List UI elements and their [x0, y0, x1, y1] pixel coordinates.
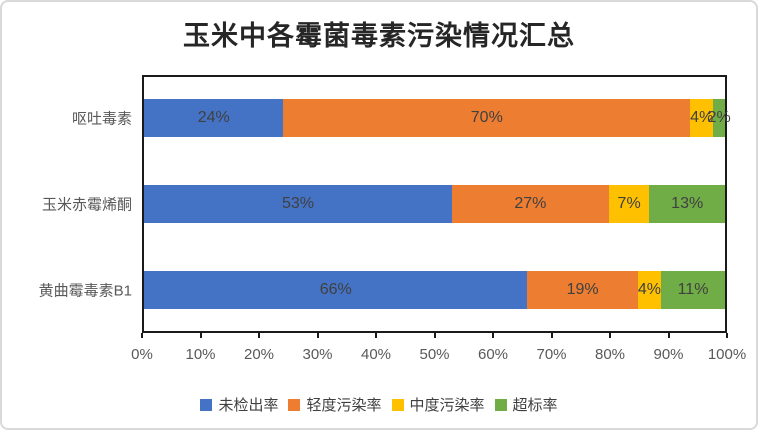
bar-segment: 19% [527, 271, 638, 309]
x-tick-label: 90% [653, 346, 684, 363]
legend-label: 未检出率 [218, 397, 279, 414]
data-label: 27% [514, 195, 547, 212]
bar-segment: 7% [608, 185, 650, 223]
data-label: 7% [617, 195, 641, 212]
axis-tick [433, 333, 436, 338]
category-label: 呕吐毒素 [71, 110, 132, 128]
plot-area: 24% 70% 4% 2% 53% 27% 7% 13% 66% 19% 4% 11% [142, 75, 731, 333]
category-label: 黄曲霉毒素B1 [38, 282, 132, 300]
data-label: 4% [690, 109, 714, 126]
legend-item: 中度污染率 [391, 394, 485, 415]
x-tick-label: 40% [360, 346, 392, 363]
bar-row: 53% 27% 7% 13% [144, 185, 725, 223]
axis-tick [667, 333, 670, 338]
data-label: 53% [281, 195, 314, 212]
legend-label: 轻度污染率 [306, 397, 382, 414]
axis-tick [609, 333, 611, 338]
axis-tick [199, 333, 202, 338]
x-tick-label: 80% [594, 346, 626, 363]
legend-label: 超标率 [512, 397, 558, 414]
axis-tick [492, 333, 494, 338]
bar-segment: 70% [283, 99, 691, 137]
legend-item: 轻度污染率 [288, 394, 382, 415]
bar-segment: 27% [451, 185, 609, 223]
bar-segment: 66% [144, 271, 528, 309]
x-tick-label: 60% [477, 346, 509, 363]
bar-segment: 2% [708, 99, 731, 137]
bar-segment: 53% [144, 185, 452, 223]
legend-item: 未检出率 [200, 394, 278, 415]
x-tick-label: 50% [419, 346, 450, 363]
legend: 未检出率 轻度污染率 中度污染率 超标率 [2, 394, 756, 415]
legend-swatch-icon [391, 398, 404, 411]
legend-label: 中度污染率 [409, 397, 485, 414]
axis-tick [141, 333, 143, 338]
axis-tick [726, 333, 728, 338]
data-label: 19% [566, 281, 599, 298]
chart-title: 玉米中各霉菌毒素污染情况汇总 [183, 21, 575, 51]
bar-segment: 4% [690, 99, 714, 137]
axis-tick [258, 333, 260, 338]
legend-swatch-icon [200, 398, 213, 411]
legend-item: 超标率 [494, 394, 558, 415]
data-label: 13% [671, 195, 704, 212]
bar-row: 24% 70% 4% 2% [144, 99, 731, 137]
axis-tick [375, 333, 377, 338]
x-tick-label: 70% [536, 346, 567, 363]
bar-segment: 13% [649, 185, 725, 223]
x-tick-label: 10% [185, 346, 216, 363]
bar-segment: 24% [144, 99, 284, 137]
category-label: 玉米赤霉烯酮 [41, 196, 132, 214]
x-tick-label: 0% [131, 346, 153, 363]
x-tick-label: 20% [243, 346, 275, 363]
data-label: 70% [470, 109, 503, 126]
x-tick-label: 30% [302, 346, 333, 363]
bar-segment: 11% [661, 271, 725, 309]
legend-swatch-icon [494, 398, 507, 411]
axis-tick [550, 333, 553, 338]
bar-row: 66% 19% 4% 11% [144, 271, 725, 309]
legend-swatch-icon [288, 398, 301, 411]
axis-tick [316, 333, 319, 338]
x-tick-label: 100% [707, 346, 747, 363]
data-label: 11% [677, 281, 709, 298]
data-label: 4% [637, 281, 661, 298]
bar-segment: 4% [637, 271, 662, 309]
data-label: 24% [197, 109, 230, 126]
data-label: 66% [319, 281, 352, 298]
